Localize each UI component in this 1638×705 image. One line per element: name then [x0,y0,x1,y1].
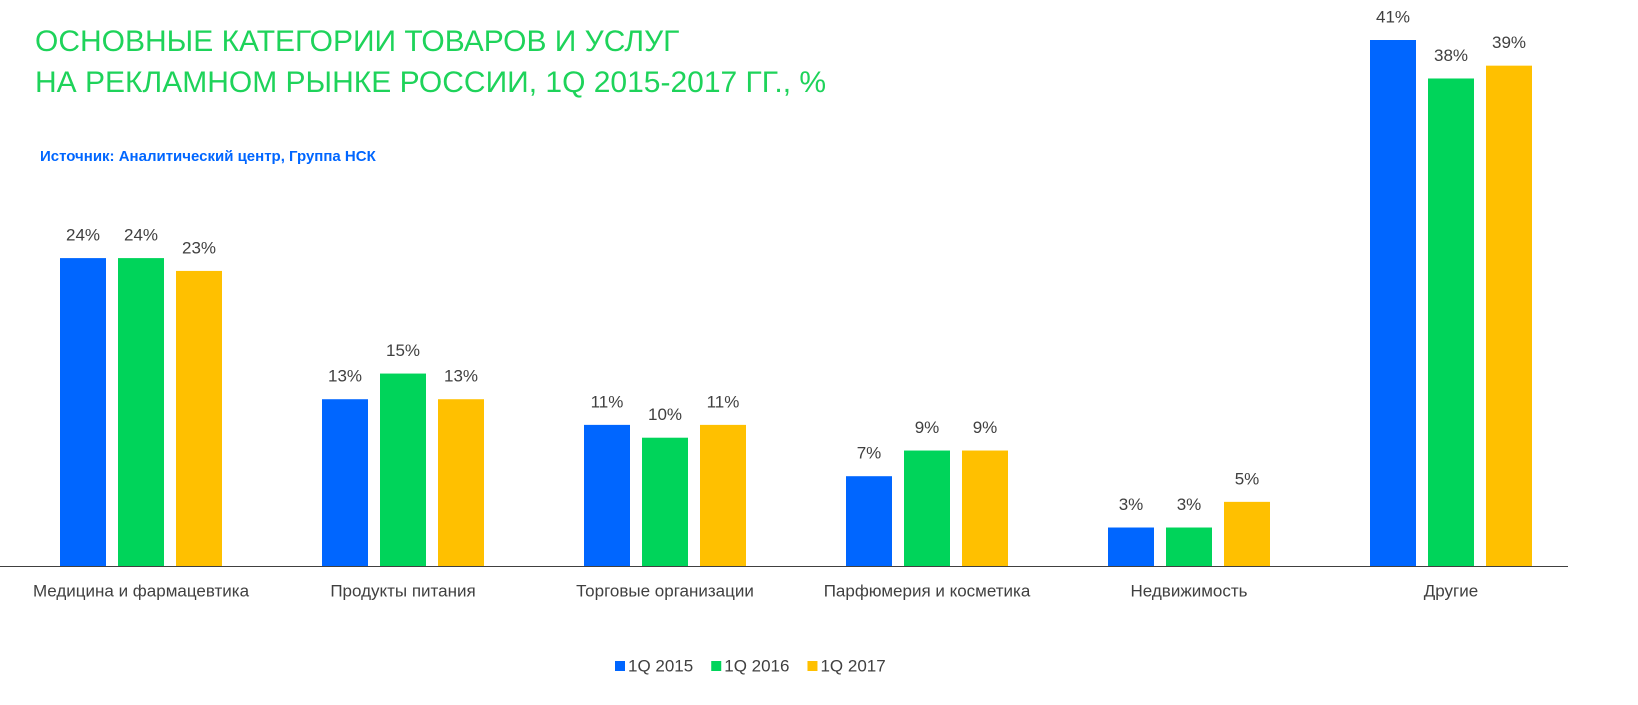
bar [584,424,630,566]
bar [1370,40,1416,566]
bar [962,450,1008,566]
bar [642,437,688,566]
data-label: 11% [707,392,740,411]
bar [322,399,368,566]
bar [60,258,106,566]
bar [1224,501,1270,566]
x-tick-label: Другие [1424,581,1478,600]
bar [1486,65,1532,566]
bar [1428,78,1474,567]
legend-swatch [711,661,722,671]
data-label: 9% [973,418,998,437]
data-label: 41% [1376,7,1410,26]
bar [846,476,892,566]
data-label: 15% [386,341,420,360]
data-label: 9% [915,418,940,437]
data-label: 7% [857,444,882,463]
x-tick-label: Недвижимость [1131,581,1248,600]
bar [176,270,222,566]
bar [904,450,950,566]
bar [118,258,164,566]
bar [700,424,746,566]
bar [438,399,484,566]
data-label: 39% [1492,33,1526,52]
data-label: 24% [66,226,100,245]
legend-label: 1Q 2017 [820,656,885,675]
chart-title: НА РЕКЛАМНОМ РЫНКЕ РОССИИ, 1Q 2015-2017 … [35,66,826,99]
data-label: 13% [328,367,362,386]
data-label: 38% [1434,46,1468,65]
x-tick-label: Торговые организации [576,581,754,600]
chart-title: ОСНОВНЫЕ КАТЕГОРИИ ТОВАРОВ И УСЛУГ [35,25,679,58]
legend-swatch [615,661,625,671]
x-tick-label: Парфюмерия и косметика [824,581,1031,600]
legend-swatch [807,661,818,671]
bar [380,373,426,566]
bar [1166,527,1212,566]
legend-label: 1Q 2015 [628,656,693,675]
legend-label: 1Q 2016 [724,656,789,675]
x-tick-label: Медицина и фармацевтика [33,581,250,600]
bar [1108,527,1154,566]
data-label: 3% [1177,495,1202,514]
data-label: 23% [182,238,216,257]
data-label: 3% [1119,495,1144,514]
data-label: 13% [444,367,478,386]
x-tick-label: Продукты питания [330,581,475,600]
data-label: 10% [648,405,682,424]
data-label: 24% [124,226,158,245]
chart-subtitle: Источник: Аналитический центр, Группа НС… [40,148,377,165]
data-label: 5% [1235,469,1260,488]
data-label: 11% [591,392,624,411]
